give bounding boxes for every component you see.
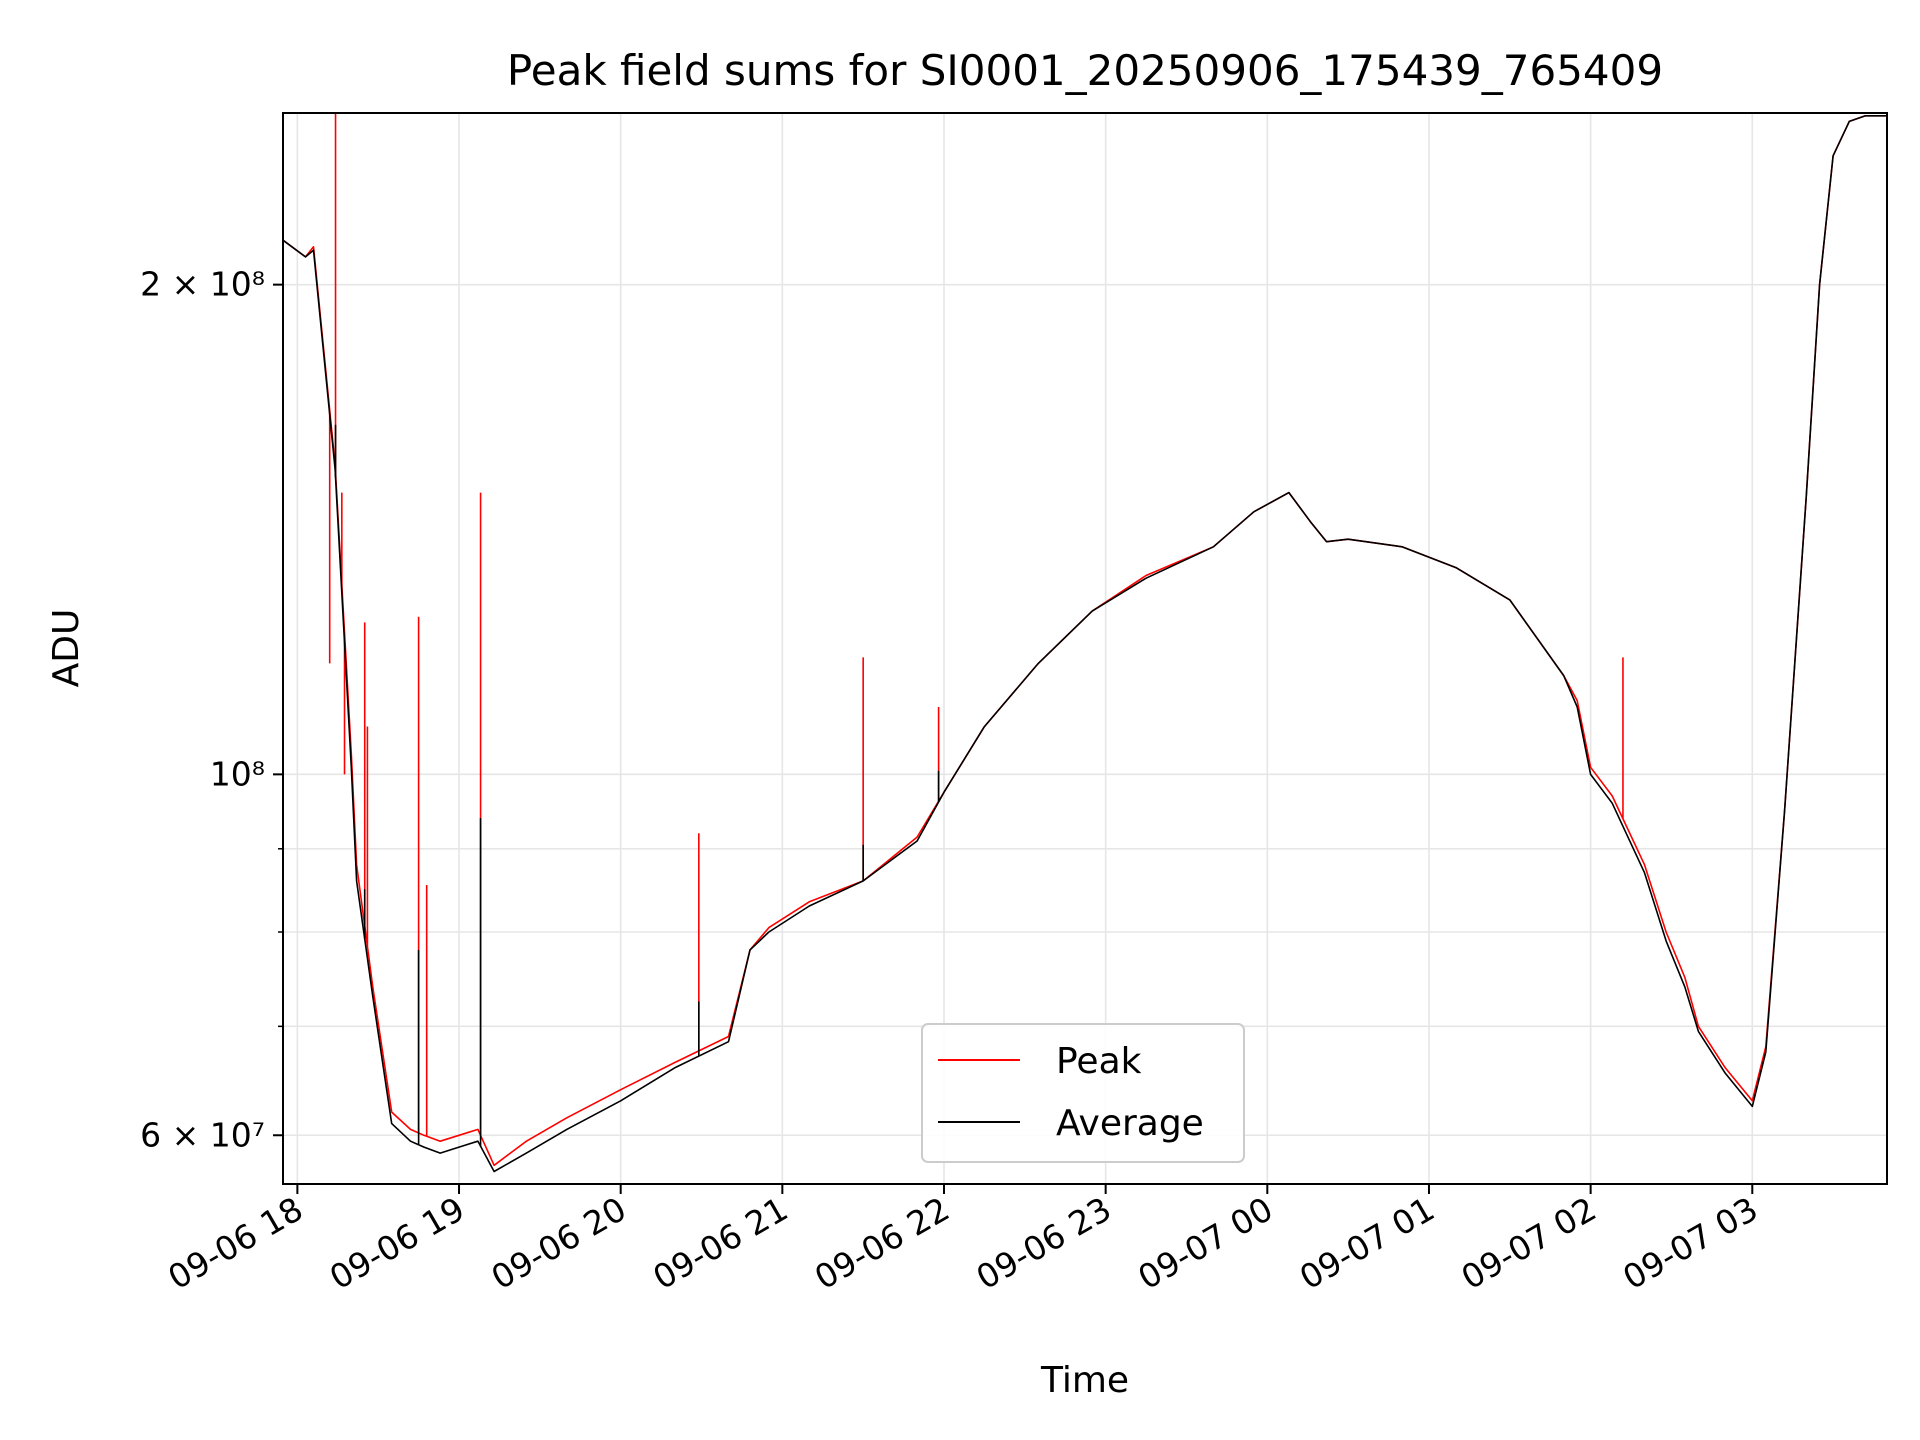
y-axis-label: ADU bbox=[46, 609, 87, 688]
plot-frame bbox=[282, 112, 1888, 1185]
y-tick-label: 2 × 10⁸ bbox=[140, 265, 265, 304]
legend: Peak Average bbox=[921, 1023, 1245, 1163]
chart-title: Peak field sums for SI0001_20250906_1754… bbox=[507, 46, 1663, 95]
legend-box bbox=[921, 1023, 1245, 1163]
series-line-average bbox=[282, 115, 1887, 1173]
series-line-peak bbox=[282, 115, 1887, 1167]
x-axis-label: Time bbox=[1040, 1360, 1129, 1401]
legend-label-average: Average bbox=[1056, 1103, 1204, 1144]
y-tick-label: 10⁸ bbox=[210, 754, 265, 793]
series-layer bbox=[282, 113, 1887, 1173]
y-tick-label: 6 × 10⁷ bbox=[140, 1115, 265, 1154]
legend-label-peak: Peak bbox=[1056, 1041, 1142, 1082]
